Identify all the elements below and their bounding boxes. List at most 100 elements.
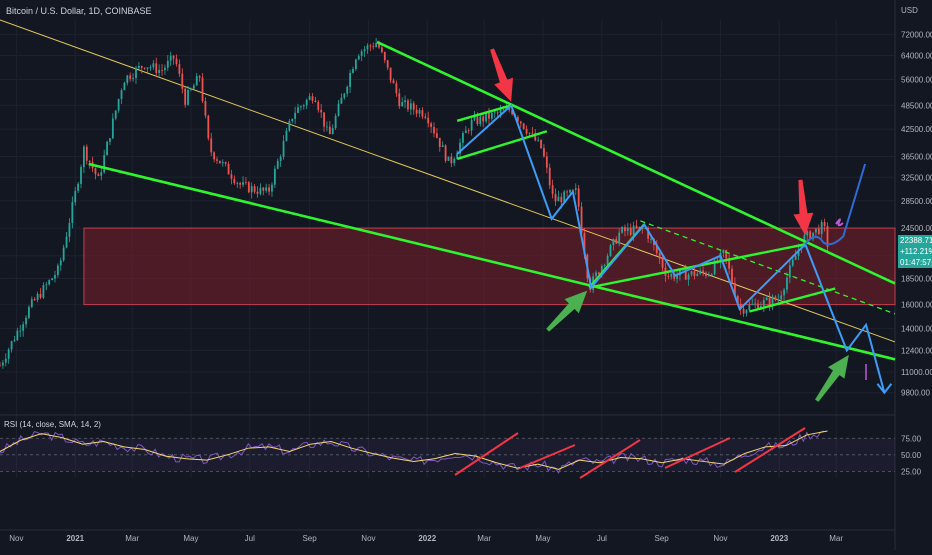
candle-body: [441, 145, 444, 148]
downtrend-line: [376, 40, 896, 285]
y-tick-label: 48500.00: [901, 101, 932, 110]
candle-body: [16, 330, 19, 341]
candle-body: [253, 186, 256, 192]
candle-body: [595, 272, 597, 277]
y-tick-label: 12400.00: [901, 346, 932, 355]
candle-body: [178, 64, 181, 74]
candle-body: [606, 255, 609, 266]
candle-body: [386, 60, 389, 68]
candle-body: [117, 98, 120, 111]
candle-body: [317, 101, 320, 110]
candle-body: [378, 43, 380, 48]
candle-body: [407, 100, 409, 110]
candle-body: [230, 174, 233, 179]
y-tick-label: 9800.00: [901, 389, 930, 398]
candle-body: [574, 188, 577, 191]
y-tick-label: 36500.00: [901, 152, 932, 161]
candle-body: [210, 138, 213, 153]
candle-body: [543, 148, 545, 157]
candle-body: [728, 258, 731, 269]
candle-body: [271, 184, 273, 192]
candle-body: [39, 293, 42, 298]
candle-body: [537, 139, 540, 141]
candle-body: [19, 330, 22, 332]
candle-body: [250, 186, 253, 193]
candle-body: [826, 226, 829, 247]
candle-body: [404, 100, 406, 103]
candle-body: [667, 275, 670, 277]
y-tick-label: 18500.00: [901, 275, 932, 284]
candle-body: [797, 249, 800, 256]
candle-body: [823, 222, 826, 227]
candle-body: [820, 222, 823, 234]
candle-body: [126, 75, 129, 83]
red-arrow-right: [793, 179, 814, 236]
candle-body: [349, 72, 351, 87]
y-tick-label: 16000.00: [901, 301, 932, 310]
x-tick-label: Mar: [829, 534, 843, 543]
candle-body: [548, 167, 551, 186]
candle-body: [554, 193, 557, 202]
candle-body: [626, 228, 629, 232]
rsi-tick-label: 50.00: [901, 451, 922, 460]
candle-body: [0, 365, 1, 367]
candle-body: [693, 271, 696, 277]
candle-body: [389, 67, 392, 81]
candle-body: [132, 77, 134, 79]
candle-body: [473, 116, 476, 120]
candle-body: [74, 190, 77, 203]
rsi-trend-line: [734, 427, 806, 473]
candle-body: [22, 324, 25, 331]
candle-body: [794, 255, 797, 260]
candle-body: [754, 303, 757, 305]
y-tick-label: 11000.00: [901, 368, 932, 377]
candle-body: [25, 317, 27, 325]
candle-body: [702, 270, 704, 273]
bullish-projection: [804, 163, 867, 246]
candle-body: [433, 126, 435, 134]
candle-body: [777, 299, 780, 301]
candle-body: [297, 107, 299, 113]
candle-body: [725, 250, 728, 259]
y-tick-label: 14000.00: [901, 325, 932, 334]
candle-body: [684, 269, 687, 280]
rsi-line: [0, 430, 825, 474]
candle-body: [522, 123, 525, 129]
candle-body: [10, 341, 13, 350]
candle-body: [398, 93, 401, 107]
candle-body: [540, 139, 542, 149]
y-tick-label: 32500.00: [901, 173, 932, 182]
candle-body: [28, 306, 30, 318]
candle-body: [508, 107, 511, 111]
green-arrow-mid: [546, 290, 588, 332]
x-tick-label: 2022: [418, 534, 436, 543]
candle-body: [123, 82, 126, 91]
candle-body: [774, 296, 777, 300]
candle-body: [140, 66, 143, 68]
candle-body: [511, 110, 514, 115]
candle-body: [748, 304, 751, 311]
candle-body: [722, 250, 725, 253]
candle-body: [291, 118, 294, 122]
candle-body: [577, 188, 580, 207]
x-tick-label: May: [183, 534, 198, 543]
candle-body: [470, 119, 473, 131]
candle-body: [36, 293, 39, 301]
candle-body: [213, 152, 216, 160]
candle-body: [68, 222, 71, 237]
candle-body: [308, 96, 311, 100]
candle-body: [103, 155, 106, 173]
x-tick-label: Nov: [713, 534, 727, 543]
candle-body: [247, 182, 250, 193]
candle-body: [175, 58, 178, 65]
candle-body: [54, 275, 56, 279]
candle-body: [204, 101, 207, 116]
candle-body: [490, 112, 493, 119]
candle-body: [227, 163, 230, 175]
candle-body: [314, 100, 317, 102]
x-tick-label: 2021: [66, 534, 84, 543]
candle-body: [262, 187, 265, 191]
candle-body: [658, 253, 661, 259]
